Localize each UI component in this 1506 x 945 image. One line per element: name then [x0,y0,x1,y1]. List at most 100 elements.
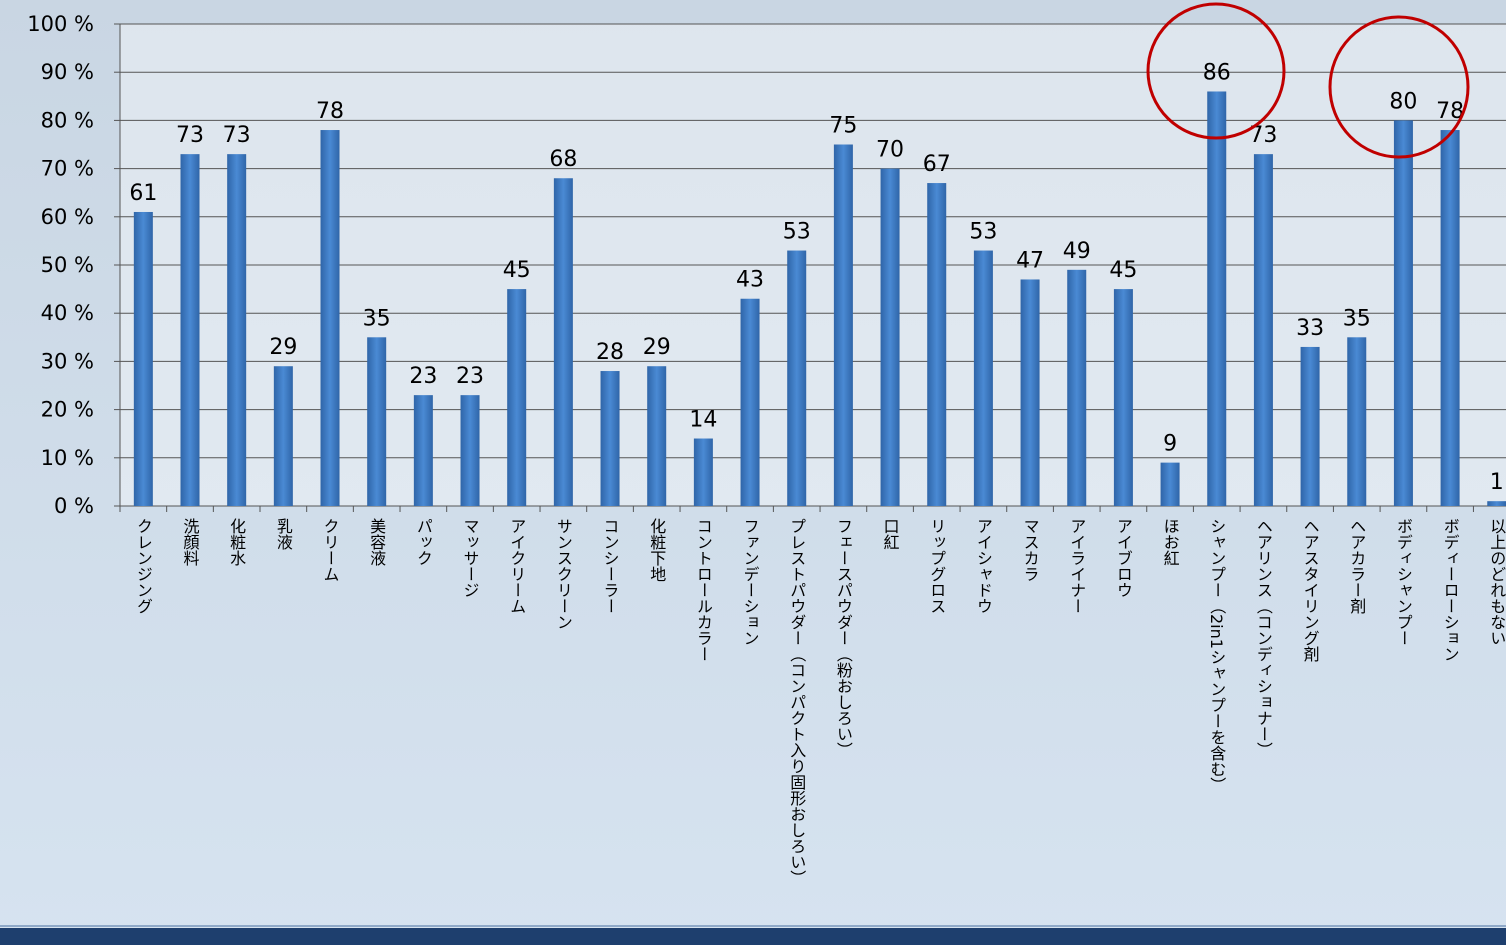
y-tick-label: 50 % [41,253,94,277]
bar [367,337,387,506]
bar [880,168,900,506]
value-label: 78 [316,99,344,124]
x-tick-label: 乳液 [274,518,293,550]
value-label: 68 [549,147,577,172]
bar [1067,269,1087,506]
bar [1393,120,1413,507]
x-tick-label: パック [414,518,433,566]
value-label: 73 [223,123,251,148]
x-tick-label: ヘアリンス（コンディショナー） [1254,518,1273,758]
x-tick-label: クレンジング [134,518,153,614]
value-label: 75 [829,114,857,139]
x-tick-label: シャンプー（2in1シャンプーを含む） [1207,518,1226,793]
bar [320,130,340,507]
x-tick-label: マッサージ [461,518,480,598]
bar [180,154,200,506]
bar [833,144,853,506]
x-tick-label: 化粧下地 [647,518,666,582]
y-tick-label: 0 % [54,494,94,518]
bar [600,371,620,506]
bar [647,366,667,506]
bar [227,154,247,506]
value-label: 35 [363,306,391,331]
x-tick-label: ほお紅 [1161,518,1180,566]
value-label: 67 [923,152,951,177]
y-tick-label: 80 % [41,108,94,132]
value-label: 23 [456,364,484,389]
value-label: 45 [503,258,531,283]
value-label: 28 [596,340,624,365]
x-tick-label: アイライナー [1067,518,1086,614]
x-tick-label: サンスクリーン [554,518,573,630]
bar [927,183,947,506]
bar [553,178,573,507]
x-tick-label: 美容液 [367,518,386,566]
value-label: 53 [969,220,997,245]
footer-band [0,928,1506,945]
x-tick-label: コントロールカラー [694,518,713,662]
bar [1300,346,1320,506]
y-tick-label: 10 % [41,446,94,470]
y-tick-label: 100 % [27,12,94,36]
y-tick-label: 20 % [41,398,94,422]
value-label: 29 [269,335,297,360]
value-label: 70 [876,138,904,163]
bar [133,211,153,507]
x-tick-label: コンシーラー [601,518,620,614]
value-label: 86 [1203,60,1231,85]
x-tick-label: マスカラ [1021,518,1040,582]
y-tick-label: 90 % [41,60,94,84]
x-tick-label: アイブロウ [1114,518,1133,598]
highlight-circle [1146,2,1286,140]
value-label: 53 [783,220,811,245]
bar [1160,462,1180,506]
value-label: 33 [1296,316,1324,341]
value-label: 1 [1490,470,1504,495]
x-tick-label: アイシャドウ [974,518,993,614]
bar [787,250,807,506]
x-tick-label: ヘアカラー剤 [1347,518,1366,615]
x-tick-label: 化粧水 [227,518,246,566]
bar [1440,130,1460,507]
value-label: 80 [1389,89,1417,114]
value-label: 9 [1163,432,1177,457]
bar [460,395,480,506]
y-tick-label: 60 % [41,205,94,229]
value-label: 43 [736,268,764,293]
bar [1207,91,1227,506]
highlight-circle [1328,15,1470,159]
x-tick-label: プレストパウダー（コンパクト入り固形おしろい） [787,518,806,886]
y-tick-label: 30 % [41,349,94,373]
bar [1347,337,1367,506]
x-tick-label: アイクリーム [507,518,526,614]
bar [740,298,760,506]
value-label: 35 [1343,306,1371,331]
bar [1487,501,1506,506]
y-tick-label: 40 % [41,301,94,325]
x-tick-label: フェースパウダー（粉おしろい） [834,518,853,758]
x-tick-label: 以上のどれもない [1487,518,1506,646]
value-label: 45 [1109,258,1137,283]
bar [1113,289,1133,506]
bar [693,438,713,506]
value-label: 61 [129,181,157,206]
bar [273,366,293,506]
x-tick-label: 洗顔料 [181,518,200,566]
bar [1253,154,1273,506]
x-tick-label: 口紅 [881,518,900,550]
bar [413,395,433,506]
bar [973,250,993,506]
value-label: 29 [643,335,671,360]
bar [507,289,527,506]
bar [1020,279,1040,506]
value-label: 14 [689,408,717,433]
value-label: 49 [1063,239,1091,264]
value-label: 73 [176,123,204,148]
y-tick-label: 70 % [41,157,94,181]
x-tick-label: クリーム [321,518,340,582]
x-tick-label: ボディーローション [1441,518,1460,662]
value-label: 23 [409,364,437,389]
x-tick-label: ファンデーション [741,518,760,646]
x-tick-label: リップグロス [927,518,946,614]
